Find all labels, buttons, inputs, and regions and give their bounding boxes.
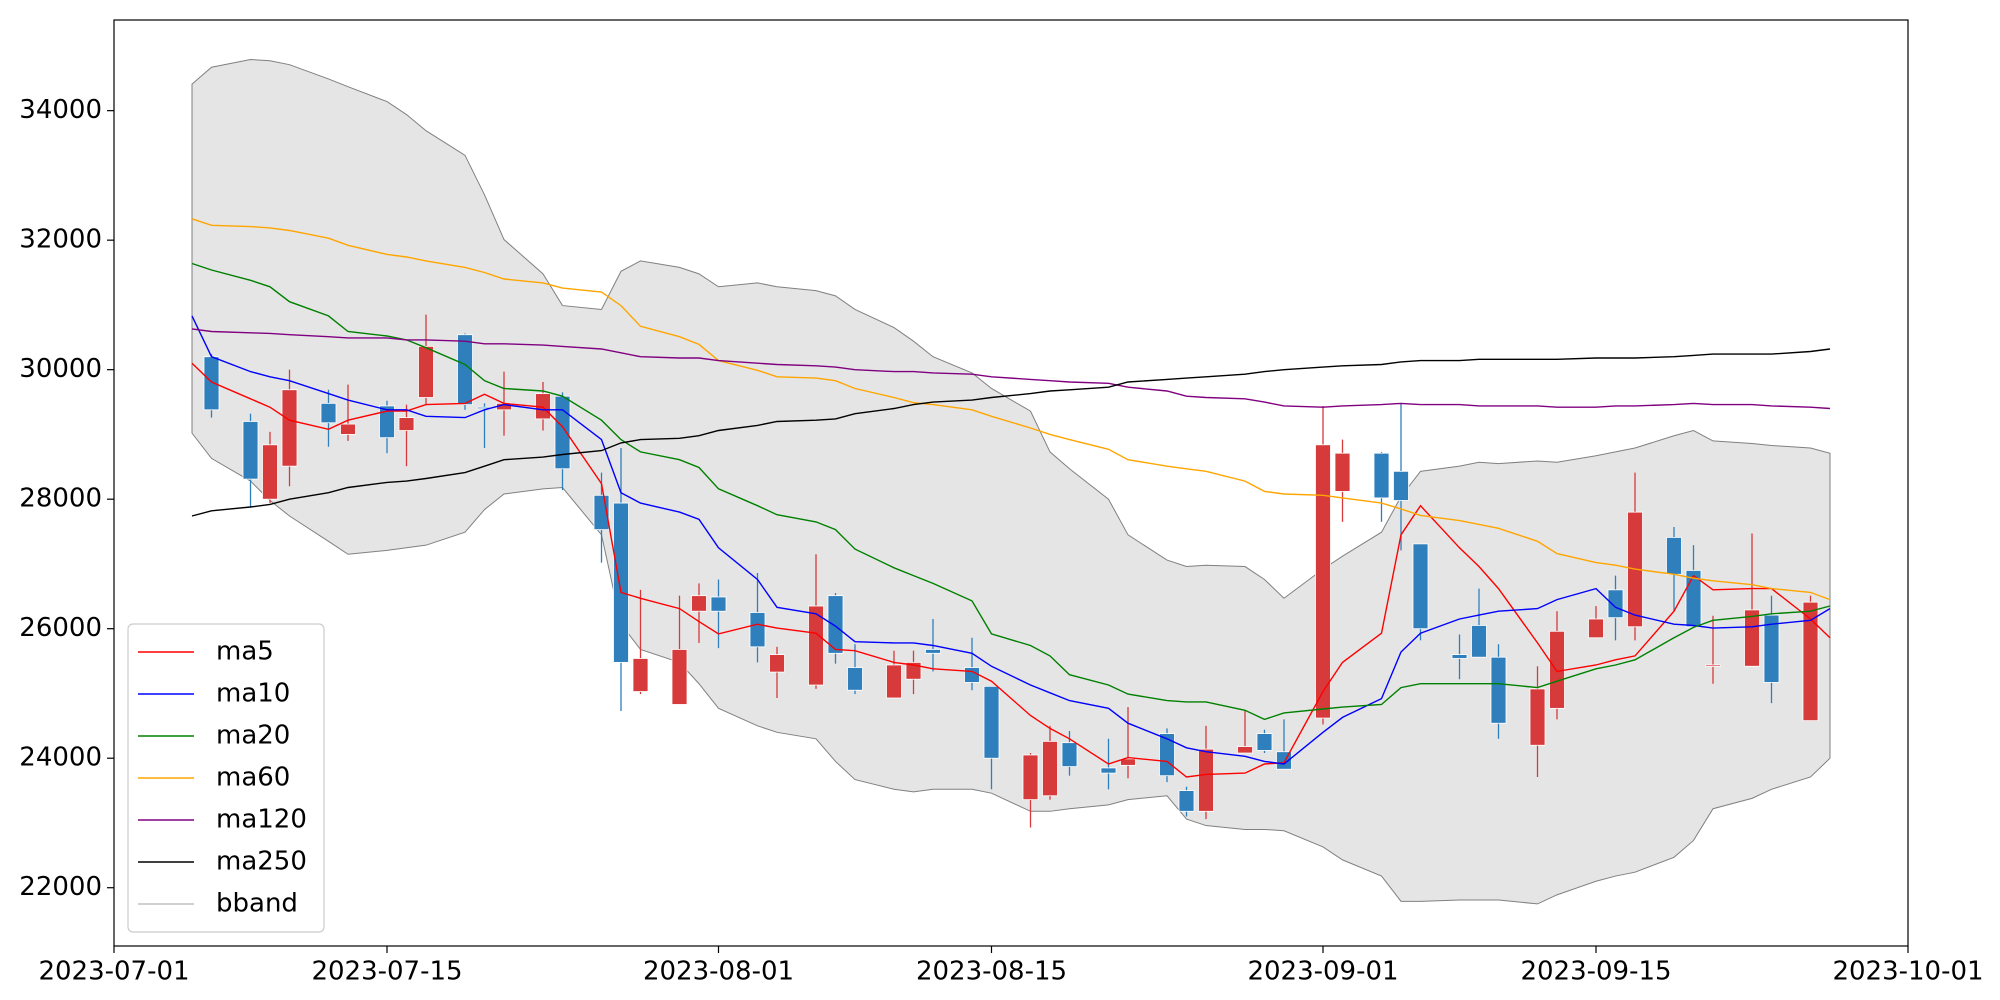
- ma-line: [191, 362, 1831, 778]
- x-tick-label: 2023-08-01: [643, 957, 794, 987]
- legend: ma5 ma10 ma20 ma60 ma120 ma250 bband: [127, 623, 325, 933]
- candle-body: [1607, 589, 1624, 619]
- candle-body: [1237, 746, 1253, 754]
- candle-body: [1256, 733, 1273, 751]
- candle-body: [925, 649, 941, 654]
- y-tick-label: 34000: [19, 95, 102, 125]
- candle-body: [964, 667, 980, 683]
- legend-label: bband: [216, 889, 298, 919]
- candle-body: [1393, 470, 1409, 501]
- y-tick-label: 22000: [19, 872, 102, 902]
- candle-body: [1198, 748, 1214, 812]
- x-tick-label: 2023-07-15: [311, 957, 462, 987]
- candle-body: [671, 649, 688, 705]
- ma-line: [191, 348, 1831, 517]
- x-tick-label: 2023-10-01: [1832, 957, 1983, 987]
- candle-body: [613, 502, 629, 663]
- candle-body: [242, 421, 259, 480]
- candle-body: [1588, 618, 1604, 639]
- candle-body: [398, 417, 415, 431]
- candle-body: [1451, 654, 1468, 659]
- candle-body: [1159, 733, 1175, 777]
- candle-body: [886, 664, 902, 699]
- candle-body: [1802, 601, 1819, 722]
- legend-label: ma10: [216, 679, 290, 709]
- candle-body: [379, 405, 395, 439]
- candle-body: [847, 667, 863, 691]
- candle-body: [1022, 754, 1039, 801]
- candle-body: [457, 334, 473, 406]
- y-tick-label: 28000: [19, 484, 102, 514]
- candle-body: [983, 685, 1000, 759]
- ma-line: [191, 262, 1831, 721]
- candle-body: [1763, 614, 1780, 683]
- candle-body: [1042, 740, 1058, 797]
- candle-body: [1061, 742, 1078, 768]
- x-tick-label: 2023-09-15: [1520, 957, 1671, 987]
- candle-body: [418, 345, 434, 398]
- bband-area: [191, 58, 1831, 905]
- ma-line: [191, 218, 1831, 601]
- candle-body: [1120, 758, 1136, 766]
- legend-label: ma20: [216, 721, 290, 751]
- candle-body: [749, 612, 766, 648]
- candle-body: [1705, 664, 1721, 667]
- candle-body: [203, 356, 220, 411]
- candle-body: [281, 389, 298, 467]
- y-tick-label: 32000: [19, 225, 102, 255]
- candle-body: [1100, 767, 1117, 774]
- ma-line: [191, 315, 1831, 765]
- candle-body: [1549, 630, 1565, 709]
- candle-body: [827, 595, 844, 654]
- candle-body: [262, 444, 278, 500]
- legend-label: ma120: [216, 805, 307, 835]
- legend-label: ma250: [216, 847, 307, 877]
- x-tick-label: 2023-07-01: [38, 957, 189, 987]
- legend-label: ma60: [216, 763, 290, 793]
- plot-frame: [113, 19, 1909, 947]
- candle-body: [1373, 452, 1390, 499]
- candle-body: [1334, 452, 1351, 492]
- candle-body: [1666, 536, 1682, 575]
- candle-body: [1315, 444, 1331, 719]
- ma-line: [191, 328, 1831, 410]
- candle-body: [554, 395, 571, 470]
- candle-body: [1529, 688, 1546, 746]
- candle-body: [1471, 625, 1487, 658]
- x-tick-label: 2023-08-15: [916, 957, 1067, 987]
- candle-body: [905, 661, 922, 680]
- candle-body: [340, 423, 356, 435]
- candle-body: [1178, 790, 1195, 812]
- legend-label: ma5: [216, 637, 274, 667]
- x-tick-label: 2023-09-01: [1247, 957, 1398, 987]
- candle-body: [1412, 543, 1429, 630]
- y-tick-label: 24000: [19, 743, 102, 773]
- y-tick-label: 26000: [19, 613, 102, 643]
- legend-frame: [127, 623, 325, 933]
- candle-body: [320, 402, 337, 424]
- candle-body: [632, 658, 649, 692]
- candle-body: [1490, 656, 1507, 724]
- y-tick-label: 30000: [19, 354, 102, 384]
- candle-body: [769, 654, 785, 673]
- candle-body: [710, 596, 727, 612]
- candle-body: [1744, 609, 1760, 667]
- candle-body: [808, 605, 824, 686]
- candle-body: [691, 595, 707, 612]
